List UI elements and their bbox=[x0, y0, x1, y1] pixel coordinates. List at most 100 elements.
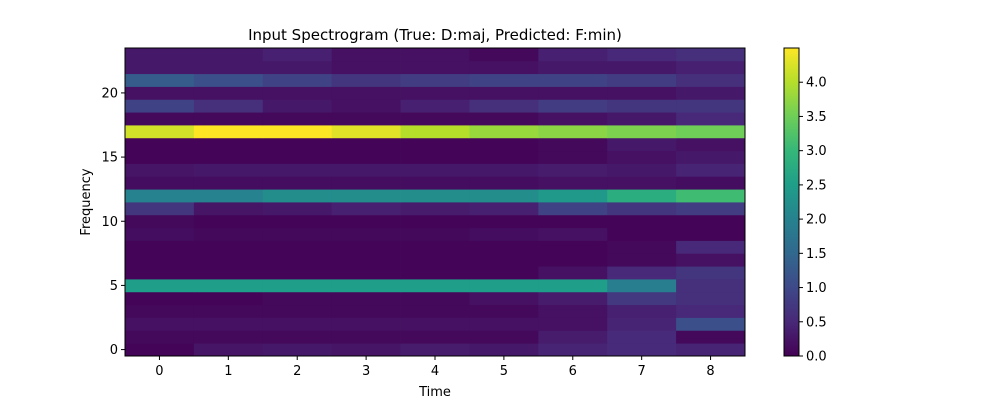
heatmap-cell bbox=[125, 291, 195, 306]
heatmap-cell bbox=[331, 176, 401, 190]
heatmap-cell bbox=[331, 99, 401, 113]
heatmap-cell bbox=[607, 317, 677, 331]
x-tick-label: 8 bbox=[706, 364, 714, 379]
heatmap-cell bbox=[193, 125, 264, 139]
heatmap-cell bbox=[400, 60, 470, 75]
heatmap-cell bbox=[125, 150, 195, 164]
heatmap-cell bbox=[262, 317, 333, 331]
heatmap-cell bbox=[676, 240, 746, 254]
heatmap-cell bbox=[607, 189, 677, 203]
heatmap-cell bbox=[262, 112, 333, 126]
heatmap-cell bbox=[607, 343, 677, 357]
heatmap-cell bbox=[331, 304, 401, 318]
colorbar-tick-label: 0.5 bbox=[806, 315, 827, 330]
heatmap-cell bbox=[400, 86, 470, 100]
heatmap-cell bbox=[538, 317, 608, 331]
colorbar-tick-label: 1.0 bbox=[806, 281, 827, 296]
x-tick-label: 3 bbox=[362, 364, 370, 379]
heatmap-cell bbox=[469, 343, 539, 357]
heatmap-cell bbox=[538, 112, 608, 126]
heatmap-cell bbox=[125, 227, 195, 241]
heatmap-cell bbox=[125, 99, 195, 113]
heatmap-cell bbox=[125, 86, 195, 100]
heatmap-cell bbox=[125, 202, 195, 216]
heatmap-cell bbox=[676, 125, 746, 139]
colorbar-tick-label: 0.0 bbox=[806, 350, 827, 365]
x-tick-label: 0 bbox=[155, 364, 163, 379]
x-tick-label: 2 bbox=[293, 364, 301, 379]
heatmap-cell bbox=[331, 86, 401, 100]
heatmap-cell bbox=[262, 137, 333, 152]
y-tick-label: 5 bbox=[110, 279, 118, 294]
heatmap-cell bbox=[607, 48, 677, 62]
heatmap-cell bbox=[538, 86, 608, 100]
heatmap-cell bbox=[400, 163, 470, 177]
heatmap-cell bbox=[676, 112, 746, 126]
heatmap-cell bbox=[262, 304, 333, 318]
heatmap-cell bbox=[469, 240, 539, 254]
heatmap-cell bbox=[331, 48, 401, 62]
heatmap-cell bbox=[193, 137, 264, 152]
heatmap-cell bbox=[331, 163, 401, 177]
x-axis-ticks: 0 1 2 3 4 5 6 7 8 bbox=[155, 356, 715, 379]
heatmap-cell bbox=[262, 60, 333, 75]
heatmap-cell bbox=[400, 137, 470, 152]
heatmap-cell bbox=[262, 125, 333, 139]
heatmap-cell bbox=[331, 330, 401, 344]
chart-title: Input Spectrogram (True: D:maj, Predicte… bbox=[248, 26, 622, 44]
heatmap-cell bbox=[193, 60, 264, 75]
heatmap-cell bbox=[125, 189, 195, 203]
heatmap-cell bbox=[607, 330, 677, 344]
heatmap-cell bbox=[538, 137, 608, 152]
heatmap-cell bbox=[469, 253, 539, 267]
heatmap-cell bbox=[125, 330, 195, 344]
heatmap-cell bbox=[125, 60, 195, 75]
heatmap-cell bbox=[607, 291, 677, 306]
heatmap-cell bbox=[331, 317, 401, 331]
heatmap-cell bbox=[676, 266, 746, 280]
heatmap-cell bbox=[193, 227, 264, 241]
x-tick-label: 7 bbox=[638, 364, 646, 379]
heatmap-cell bbox=[676, 176, 746, 190]
heatmap-cell bbox=[331, 189, 401, 203]
heatmap-cell bbox=[262, 291, 333, 306]
heatmap-cell bbox=[125, 240, 195, 254]
y-axis-ticks: 0 5 10 15 20 bbox=[101, 86, 125, 358]
y-tick-label: 15 bbox=[101, 151, 118, 166]
colorbar-tick-label: 2.5 bbox=[806, 178, 827, 193]
heatmap-cell bbox=[676, 137, 746, 152]
x-tick-label: 5 bbox=[500, 364, 508, 379]
heatmap-cell bbox=[331, 279, 401, 293]
heatmap-cell bbox=[125, 266, 195, 280]
heatmap-cell bbox=[400, 266, 470, 280]
heatmap-cell bbox=[193, 48, 264, 62]
heatmap-cell bbox=[125, 125, 195, 139]
y-tick-label: 20 bbox=[101, 86, 118, 101]
heatmap-cell bbox=[676, 304, 746, 318]
heatmap-cell bbox=[331, 137, 401, 152]
heatmap-cell bbox=[193, 343, 264, 357]
heatmap-cell bbox=[538, 279, 608, 293]
heatmap-cell bbox=[125, 137, 195, 152]
heatmap-cell bbox=[193, 86, 264, 100]
heatmap-cell bbox=[676, 150, 746, 164]
heatmap-cell bbox=[607, 163, 677, 177]
heatmap-cell bbox=[400, 304, 470, 318]
heatmap-cell bbox=[676, 214, 746, 229]
heatmap-cell bbox=[469, 317, 539, 331]
y-tick-label: 0 bbox=[110, 343, 118, 358]
heatmap-cell bbox=[538, 330, 608, 344]
heatmap-cell bbox=[262, 343, 333, 357]
heatmap-cell bbox=[125, 317, 195, 331]
heatmap-cell bbox=[262, 176, 333, 190]
heatmap-cell bbox=[469, 291, 539, 306]
heatmap-cell bbox=[193, 73, 264, 87]
heatmap-cell bbox=[193, 253, 264, 267]
heatmap-cell bbox=[538, 214, 608, 229]
heatmap-cell bbox=[262, 163, 333, 177]
heatmap-cell bbox=[607, 150, 677, 164]
colorbar-ticks: 0.0 0.5 1.0 1.5 2.0 2.5 3.0 3.5 4.0 bbox=[799, 76, 827, 365]
heatmap-cell bbox=[193, 240, 264, 254]
heatmap-cell bbox=[607, 202, 677, 216]
heatmap-cell bbox=[125, 214, 195, 229]
